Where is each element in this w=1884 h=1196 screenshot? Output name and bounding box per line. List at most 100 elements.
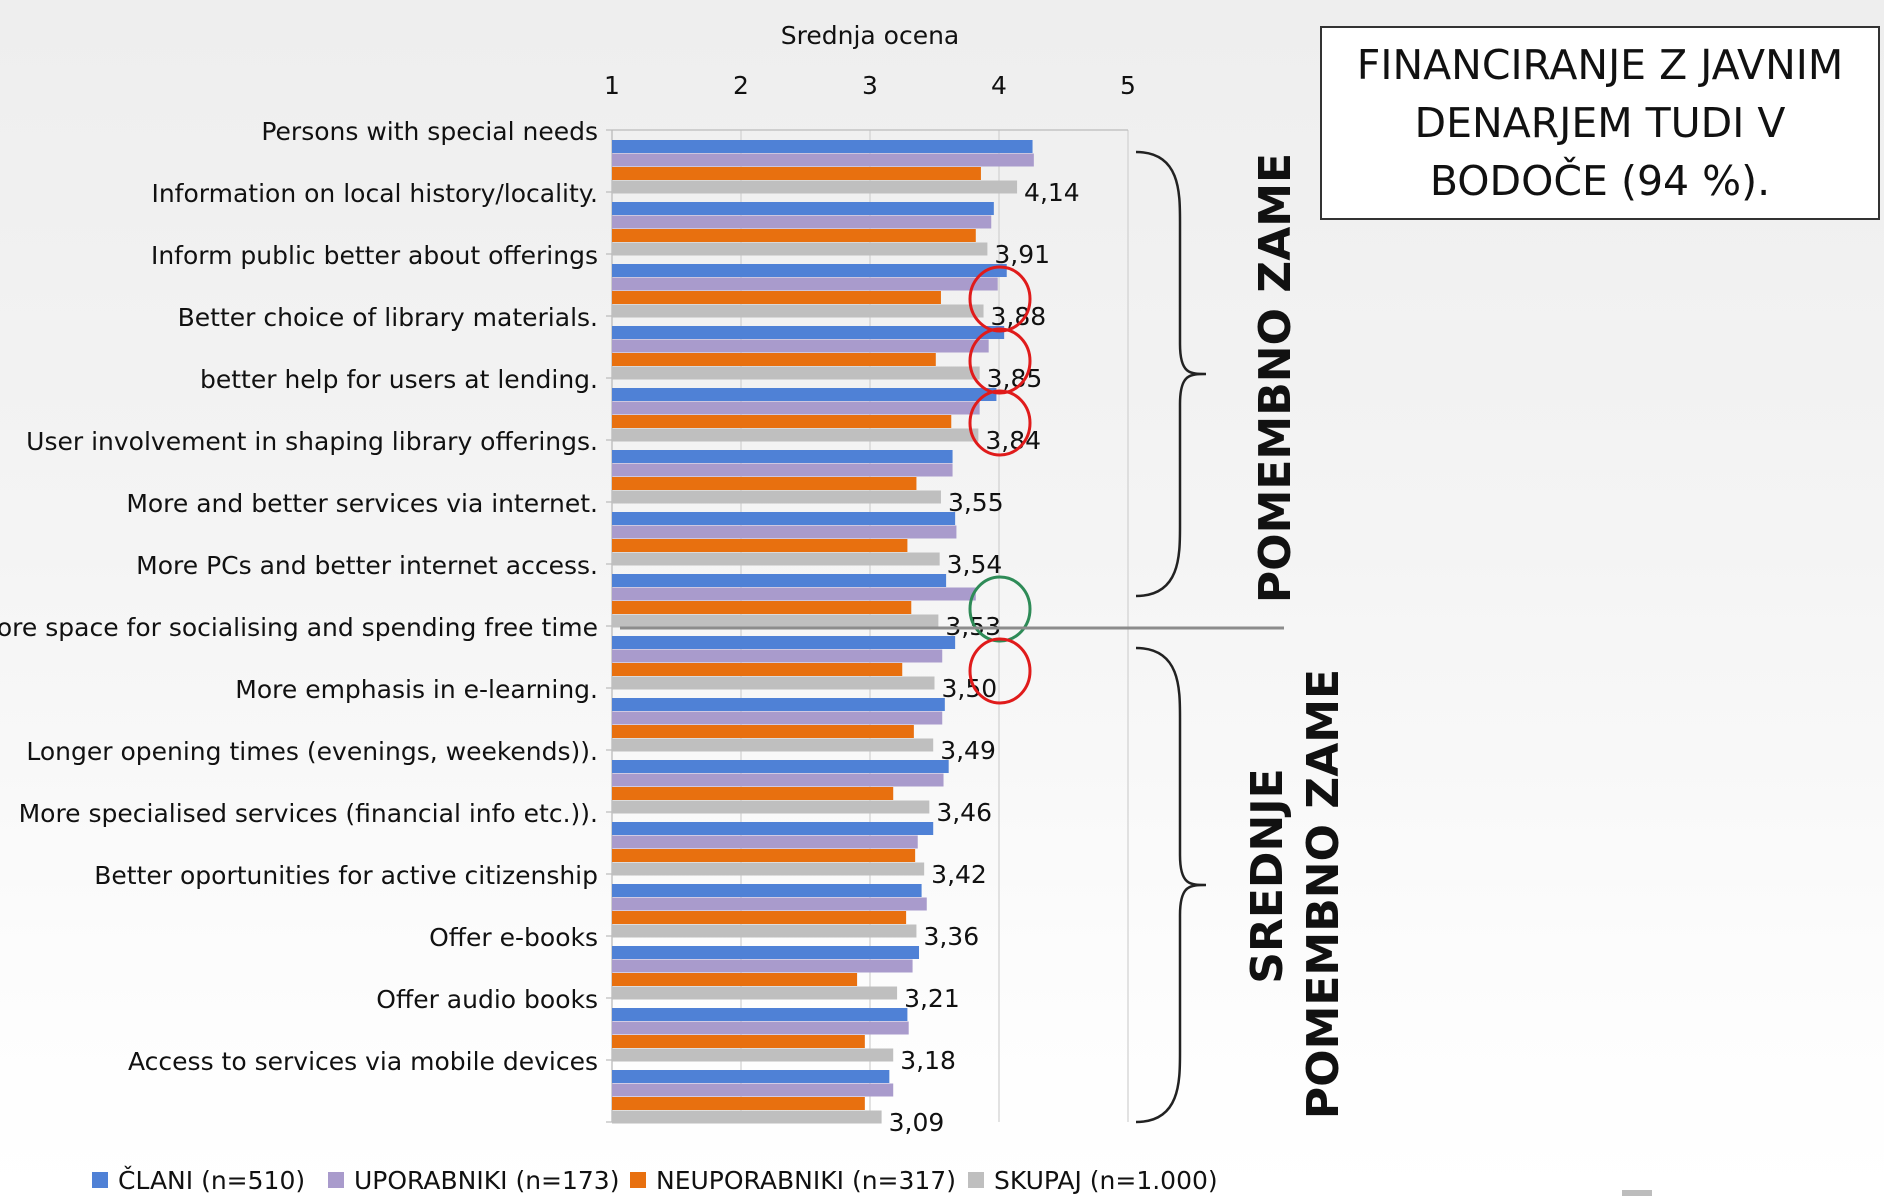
legend-label: UPORABNIKI (n=173) bbox=[354, 1166, 619, 1195]
category-labels: Persons with special needs Information on… bbox=[0, 117, 598, 1076]
bar bbox=[612, 552, 940, 566]
bar bbox=[612, 1070, 890, 1083]
bar bbox=[612, 800, 930, 814]
tick-label: 4 bbox=[991, 71, 1007, 100]
category-label: More emphasis in e-learning. bbox=[235, 675, 598, 704]
data-label: 3,42 bbox=[931, 860, 987, 889]
category-label: User involvement in shaping library offe… bbox=[26, 427, 598, 456]
highlight-circle bbox=[968, 265, 1032, 333]
category-label: Information on local history/locality. bbox=[151, 179, 598, 208]
data-label: 3,55 bbox=[948, 488, 1004, 517]
bar bbox=[612, 180, 1018, 194]
group-brace bbox=[1135, 646, 1207, 1124]
legend-label: SKUPAJ (n=1.000) bbox=[994, 1166, 1218, 1195]
bar bbox=[612, 366, 980, 380]
bar bbox=[612, 911, 907, 924]
bar bbox=[612, 463, 953, 477]
bar bbox=[612, 924, 917, 938]
legend: ČLANI (n=510) UPORABNIKI (n=173) NEUPORABN… bbox=[92, 1165, 1218, 1195]
category-label: better help for users at lending. bbox=[200, 365, 598, 394]
bar bbox=[612, 959, 913, 973]
bar bbox=[612, 1008, 908, 1021]
bar bbox=[612, 167, 981, 180]
group-brace bbox=[1135, 150, 1207, 598]
bar bbox=[612, 450, 953, 463]
bar bbox=[612, 490, 941, 504]
legend-swatch bbox=[328, 1172, 344, 1188]
bar bbox=[612, 229, 976, 242]
bar bbox=[612, 822, 934, 835]
bar bbox=[612, 326, 1005, 339]
bar bbox=[612, 946, 920, 959]
bar bbox=[612, 512, 956, 525]
category-label: Offer e-books bbox=[429, 923, 598, 952]
data-label: 3,36 bbox=[923, 922, 979, 951]
legend-label: NEUPORABNIKI (n=317) bbox=[656, 1166, 956, 1195]
bar bbox=[612, 140, 1033, 153]
group-label-important: POMEMBNO ZAME bbox=[1250, 153, 1301, 603]
bar bbox=[612, 725, 914, 738]
category-label: More space for socialising and spending … bbox=[0, 613, 598, 642]
highlight-circle bbox=[968, 389, 1032, 457]
category-label: More specialised services (financial inf… bbox=[19, 799, 598, 828]
bar bbox=[612, 787, 894, 800]
category-label: Better oportunities for active citizensh… bbox=[94, 861, 598, 890]
bar bbox=[612, 614, 939, 628]
category-label: Access to services via mobile devices bbox=[128, 1047, 598, 1076]
bar bbox=[612, 264, 1007, 277]
data-label: 4,14 bbox=[1024, 178, 1080, 207]
bar bbox=[612, 215, 992, 229]
data-label: 3,46 bbox=[936, 798, 992, 827]
bar bbox=[612, 388, 997, 401]
bar bbox=[612, 1083, 894, 1097]
data-label: 3,21 bbox=[904, 984, 960, 1013]
bar bbox=[612, 539, 908, 552]
bar bbox=[612, 760, 949, 773]
bar bbox=[612, 304, 984, 318]
tick-label: 2 bbox=[733, 71, 749, 100]
bar bbox=[612, 1097, 865, 1110]
category-label: More PCs and better internet access. bbox=[136, 551, 598, 580]
category-label: Offer audio books bbox=[376, 985, 598, 1014]
bar bbox=[612, 738, 934, 752]
x-axis-ticks: 1 2 3 4 5 bbox=[604, 71, 1136, 100]
bar bbox=[612, 849, 916, 862]
category-label: Persons with special needs bbox=[261, 117, 598, 146]
data-label: 3,91 bbox=[994, 240, 1050, 269]
legend-swatch bbox=[630, 1172, 646, 1188]
legend-swatch bbox=[968, 1172, 984, 1188]
category-label: Longer opening times (evenings, weekends… bbox=[26, 737, 598, 766]
bar bbox=[612, 477, 917, 490]
bar bbox=[612, 1048, 894, 1062]
bars bbox=[612, 140, 1034, 1124]
bar bbox=[612, 153, 1034, 167]
bar bbox=[612, 428, 979, 442]
corner-mark bbox=[1622, 1190, 1652, 1196]
highlight-circle bbox=[968, 327, 1032, 395]
bar bbox=[612, 1035, 865, 1048]
bar bbox=[612, 339, 989, 353]
bar bbox=[612, 711, 943, 725]
bar bbox=[612, 353, 936, 366]
category-label: Better choice of library materials. bbox=[178, 303, 598, 332]
title-box-text: FINANCIRANJE Z JAVNIM DENARJEM TUDI V BO… bbox=[1356, 41, 1844, 205]
legend-swatch bbox=[92, 1172, 108, 1188]
data-label: 3,49 bbox=[940, 736, 996, 765]
bar bbox=[612, 291, 941, 304]
bar bbox=[612, 698, 945, 711]
bar bbox=[612, 574, 947, 587]
bar bbox=[612, 587, 976, 601]
bar bbox=[612, 862, 925, 876]
bar bbox=[612, 202, 994, 215]
bar bbox=[612, 897, 927, 911]
category-label: More and better services via internet. bbox=[126, 489, 598, 518]
bar bbox=[612, 835, 918, 849]
bar bbox=[612, 415, 952, 428]
tick-label: 1 bbox=[604, 71, 620, 100]
highlight-circles bbox=[968, 265, 1032, 705]
bar bbox=[612, 242, 988, 256]
tick-label: 3 bbox=[862, 71, 878, 100]
data-label: 3,54 bbox=[947, 550, 1003, 579]
bar bbox=[612, 649, 943, 663]
